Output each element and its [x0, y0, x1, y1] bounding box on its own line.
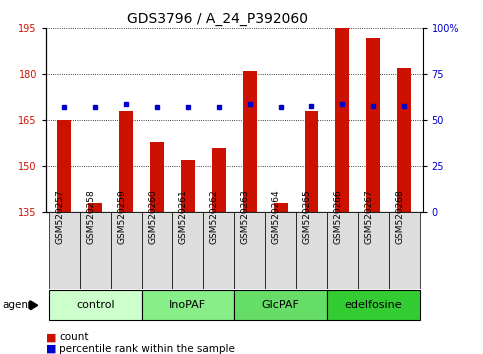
Bar — [57, 120, 71, 212]
Bar — [150, 142, 164, 212]
Bar — [49, 212, 80, 289]
Text: count: count — [59, 332, 89, 342]
Text: GSM520268: GSM520268 — [395, 189, 404, 244]
Bar — [296, 212, 327, 289]
Text: InoPAF: InoPAF — [170, 299, 207, 310]
Text: GSM520258: GSM520258 — [86, 189, 95, 244]
Text: edelfosine: edelfosine — [344, 299, 402, 310]
Text: ■: ■ — [46, 332, 57, 342]
Bar — [265, 212, 296, 289]
Text: GSM520261: GSM520261 — [179, 189, 188, 244]
Text: GSM520262: GSM520262 — [210, 189, 219, 244]
Bar — [172, 212, 203, 289]
Text: GlcPAF: GlcPAF — [262, 299, 299, 310]
Bar — [49, 290, 142, 320]
Bar — [181, 160, 195, 212]
Text: agent: agent — [2, 300, 32, 310]
Bar — [389, 212, 420, 289]
Bar — [212, 148, 226, 212]
Text: control: control — [76, 299, 114, 310]
Text: GSM520265: GSM520265 — [302, 189, 312, 244]
Bar — [243, 71, 256, 212]
Bar — [142, 212, 172, 289]
Bar — [304, 111, 318, 212]
Bar — [119, 111, 133, 212]
FancyArrow shape — [29, 301, 38, 310]
Text: GSM520260: GSM520260 — [148, 189, 157, 244]
Text: GSM520264: GSM520264 — [271, 189, 281, 244]
Text: GDS3796 / A_24_P392060: GDS3796 / A_24_P392060 — [127, 12, 308, 27]
Text: ■: ■ — [46, 344, 57, 354]
Bar — [234, 290, 327, 320]
Bar — [358, 212, 389, 289]
Text: GSM520257: GSM520257 — [56, 189, 64, 244]
Bar — [274, 203, 287, 212]
Bar — [366, 38, 380, 212]
Bar — [327, 290, 420, 320]
Bar — [88, 203, 102, 212]
Bar — [111, 212, 142, 289]
Bar — [234, 212, 265, 289]
Text: GSM520263: GSM520263 — [241, 189, 250, 244]
Bar — [327, 212, 358, 289]
Bar — [335, 28, 349, 212]
Bar — [80, 212, 111, 289]
Bar — [142, 290, 234, 320]
Bar — [203, 212, 234, 289]
Bar — [397, 68, 411, 212]
Text: percentile rank within the sample: percentile rank within the sample — [59, 344, 235, 354]
Text: GSM520259: GSM520259 — [117, 189, 126, 244]
Text: GSM520267: GSM520267 — [364, 189, 373, 244]
Text: GSM520266: GSM520266 — [333, 189, 342, 244]
